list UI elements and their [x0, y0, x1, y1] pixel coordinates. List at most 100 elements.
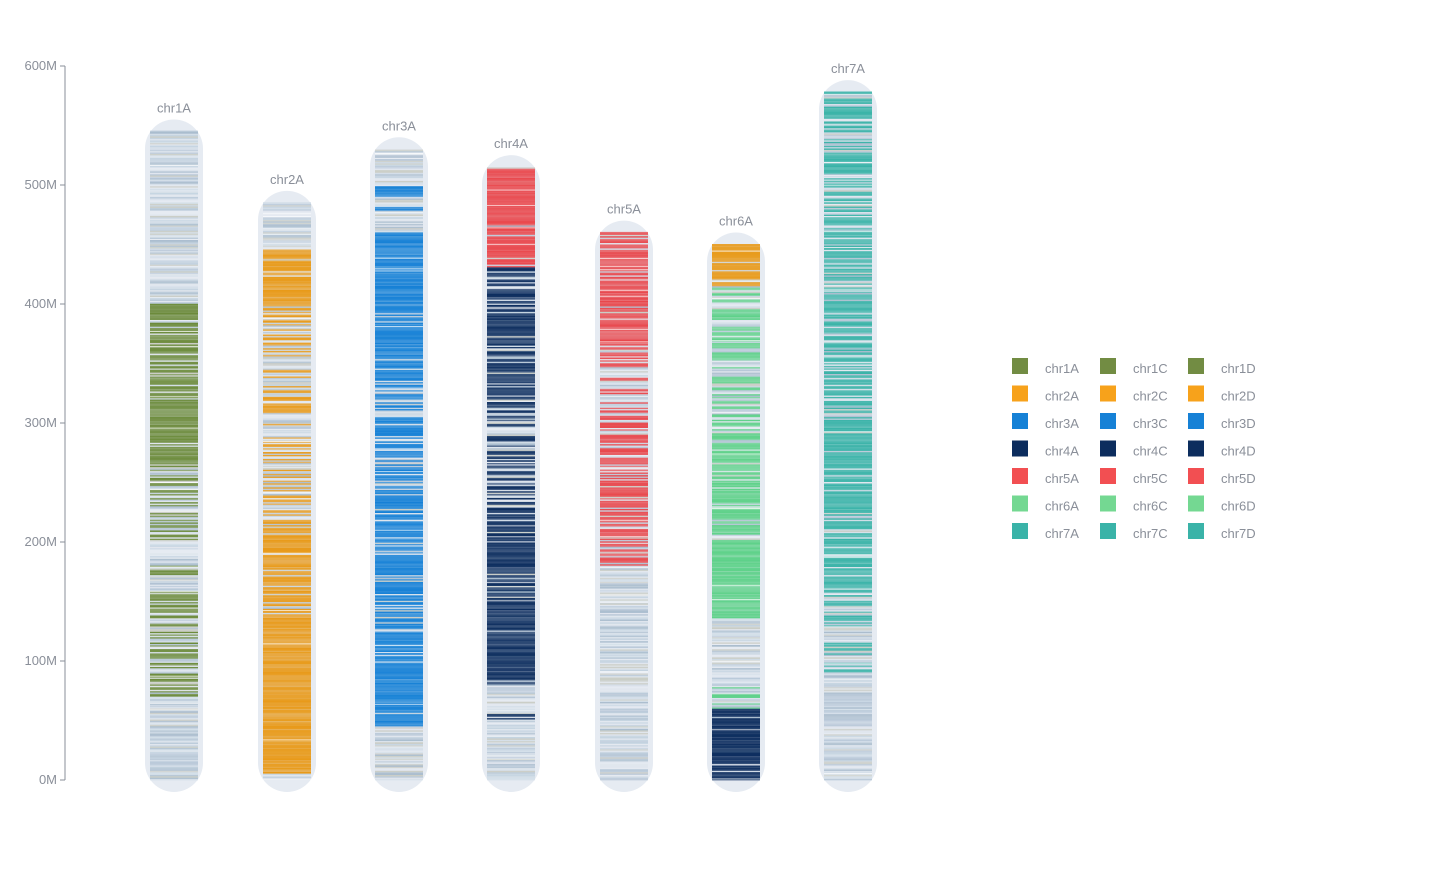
chromosome-band [263, 597, 311, 600]
legend-item[interactable]: chr1A [1012, 358, 1079, 376]
chromosome-band [150, 163, 198, 165]
chromosome-band [150, 165, 198, 168]
legend-item[interactable]: chr4D [1188, 440, 1256, 459]
chromosome-band [712, 532, 760, 535]
legend-label: chr7D [1221, 526, 1256, 541]
chromosome-band [150, 179, 198, 181]
chromosome-band [263, 738, 311, 740]
chromosome-band [375, 279, 423, 281]
legend-item[interactable]: chr2D [1188, 385, 1256, 404]
chromosome-band [600, 404, 648, 407]
chromosome-band [150, 204, 198, 207]
legend-item[interactable]: chr7C [1100, 523, 1168, 541]
chromosome-band [375, 321, 423, 323]
chromosome-band [263, 431, 311, 434]
legend-item[interactable]: chr6D [1188, 495, 1256, 514]
chromosome-band [375, 218, 423, 221]
chromosome-band [712, 697, 760, 700]
chromosome-band [263, 206, 311, 208]
legend-item[interactable]: chr5A [1012, 468, 1079, 486]
chromosome-band [375, 285, 423, 288]
chromosome-band [375, 187, 423, 190]
chromosome-band [487, 433, 535, 435]
chromosome-band [600, 720, 648, 723]
legend-item[interactable]: chr6C [1100, 495, 1168, 514]
chromosome-band [150, 616, 198, 619]
chromosome-band [712, 484, 760, 487]
chromosome-band [487, 314, 535, 316]
chromosome-band [712, 595, 760, 597]
chromosome-band [150, 775, 198, 778]
legend-item[interactable]: chr7D [1188, 523, 1256, 541]
chromosome-band [150, 234, 198, 237]
chromosome-band [824, 746, 872, 748]
legend-item[interactable]: chr4A [1012, 440, 1079, 459]
chromosome-band [150, 757, 198, 759]
chromosome-band [263, 720, 311, 723]
chromosome-band [263, 354, 311, 357]
legend-item[interactable]: chr3A [1012, 413, 1079, 431]
chromosome-band [712, 445, 760, 447]
chromosome-band [824, 431, 872, 434]
legend-item[interactable]: chr3C [1100, 413, 1168, 431]
chromosome-band [600, 586, 648, 589]
chromosome-band [712, 312, 760, 315]
chromosome-band [487, 271, 535, 273]
chromosome-band [487, 766, 535, 769]
chromosome-band [263, 430, 311, 433]
chromosome-band [712, 434, 760, 437]
chromosome-band [487, 267, 535, 269]
chromosome-band [600, 276, 648, 279]
chromosome-band [263, 642, 311, 644]
chromosome-band [824, 578, 872, 581]
chromosome-band [150, 137, 198, 140]
legend-item[interactable]: chr6A [1012, 495, 1079, 514]
chromosome-band [150, 777, 198, 779]
chromosome-band [824, 384, 872, 387]
legend-item[interactable]: chr2A [1012, 385, 1079, 404]
legend-item[interactable]: chr2C [1100, 385, 1168, 404]
chromosome-band [824, 310, 872, 312]
chromosome-band [375, 173, 423, 176]
chromosome-band [712, 759, 760, 762]
chromosome-band [150, 605, 198, 608]
band-gap [150, 489, 198, 491]
chromosome-band [375, 435, 423, 438]
chromosome-band [375, 748, 423, 751]
chromosome-band [712, 631, 760, 634]
legend-item[interactable]: chr1D [1188, 358, 1256, 376]
chromosome-band [487, 646, 535, 649]
chromosome-band [375, 754, 423, 757]
legend-item[interactable]: chr1C [1100, 358, 1168, 376]
legend-item[interactable]: chr5D [1188, 468, 1256, 486]
chromosome-band [600, 657, 648, 659]
chromosome-band [487, 338, 535, 341]
chromosome-band [375, 241, 423, 244]
legend-label: chr4A [1045, 444, 1079, 459]
chromosome-band [824, 589, 872, 592]
chromosome-band [712, 268, 760, 271]
legend-item[interactable]: chr5C [1100, 468, 1168, 486]
chromosome-band [487, 681, 535, 684]
chromosome-band [375, 469, 423, 472]
chromosome-band [712, 454, 760, 457]
chromosome-band [712, 574, 760, 577]
chromosome-band [375, 265, 423, 268]
legend-item[interactable]: chr3D [1188, 413, 1256, 431]
chromosome-band [824, 196, 872, 199]
chromosome-band [487, 634, 535, 636]
chromosome-band [487, 411, 535, 414]
chromosome-band [824, 545, 872, 547]
chromosome-band [824, 615, 872, 617]
chromosome-band [824, 164, 872, 167]
chromosome-band [487, 190, 535, 192]
chromosome-band [150, 535, 198, 538]
legend-item[interactable]: chr4C [1100, 440, 1168, 459]
chromosome-band [375, 676, 423, 678]
chromosome-band [487, 618, 535, 620]
chromosome-band [824, 727, 872, 730]
chromosome-band [487, 325, 535, 327]
chromosome-band [375, 225, 423, 227]
legend-item[interactable]: chr7A [1012, 523, 1079, 541]
chromosome-band [712, 289, 760, 292]
